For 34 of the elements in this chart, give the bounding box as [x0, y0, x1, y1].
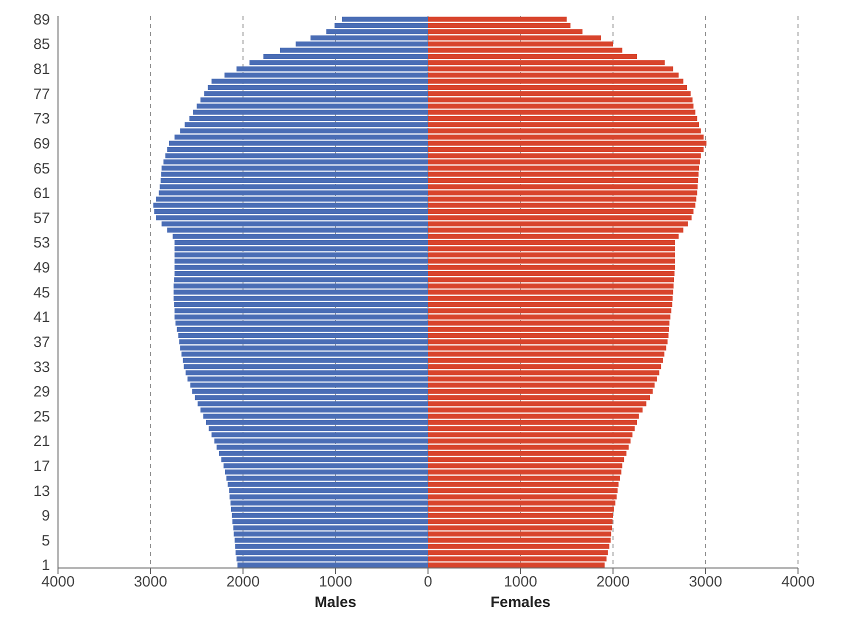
y-tick-label: 13: [33, 482, 50, 500]
y-tick-label: 49: [33, 260, 50, 277]
y-tick-label: 69: [33, 135, 50, 152]
y-tick-label: 1: [42, 557, 50, 574]
y-tick-label: 37: [33, 334, 50, 351]
x-tick-label: 4000: [41, 574, 75, 591]
y-tick-label: 85: [33, 36, 50, 54]
x-tick-label: 3000: [688, 574, 722, 591]
y-tick-label: 61: [33, 185, 50, 202]
y-tick-label: 17: [33, 458, 50, 475]
x-tick-label: 1000: [504, 574, 538, 591]
y-tick-label: 57: [33, 210, 50, 227]
series-label: Females: [489, 594, 552, 611]
x-tick-label: 2000: [596, 574, 630, 591]
y-tick-label: 45: [33, 284, 50, 302]
y-tick-label: 65: [33, 160, 50, 178]
y-tick-label: 33: [33, 358, 50, 376]
y-tick-label: 5: [42, 532, 50, 550]
y-tick-label: 21: [33, 433, 50, 450]
x-tick-label: 1000: [318, 574, 352, 591]
x-tick-label: 0: [424, 574, 432, 591]
y-tick-label: 29: [33, 384, 50, 401]
y-tick-label: 53: [33, 234, 50, 252]
x-tick-label: 4000: [781, 574, 815, 591]
y-tick-label: 25: [33, 408, 50, 426]
y-tick-label: 89: [33, 11, 50, 28]
y-tick-label: 81: [33, 61, 50, 78]
y-tick-label: 9: [42, 508, 50, 525]
x-tick-label: 3000: [134, 574, 168, 591]
x-tick-label: 2000: [226, 574, 260, 591]
y-tick-label: 41: [33, 309, 50, 326]
y-tick-label: 77: [33, 86, 50, 103]
series-label: Males: [314, 594, 358, 611]
y-tick-label: 73: [33, 110, 50, 128]
